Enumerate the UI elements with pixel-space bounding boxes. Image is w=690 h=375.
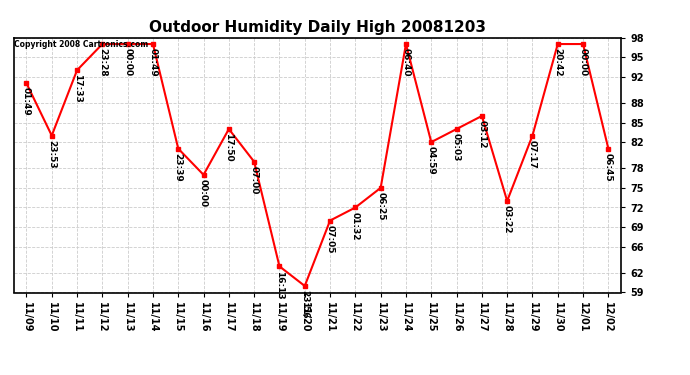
Text: 03:22: 03:22: [502, 205, 512, 234]
Text: 07:05: 07:05: [326, 225, 335, 253]
Text: 17:33: 17:33: [72, 74, 81, 103]
Text: 01:49: 01:49: [22, 87, 31, 116]
Text: 17:50: 17:50: [224, 133, 233, 162]
Text: 01:49: 01:49: [148, 48, 157, 77]
Text: 00:00: 00:00: [199, 179, 208, 207]
Text: 06:45: 06:45: [604, 153, 613, 182]
Text: 04:59: 04:59: [426, 146, 436, 175]
Text: 03:12: 03:12: [477, 120, 486, 148]
Text: 16:13: 16:13: [275, 270, 284, 299]
Text: 01:32: 01:32: [351, 211, 360, 240]
Text: 23:28: 23:28: [98, 48, 107, 77]
Text: 06:25: 06:25: [376, 192, 385, 220]
Text: 23:56: 23:56: [300, 290, 309, 319]
Text: 00:00: 00:00: [578, 48, 588, 76]
Text: 07:00: 07:00: [250, 166, 259, 194]
Title: Outdoor Humidity Daily High 20081203: Outdoor Humidity Daily High 20081203: [149, 20, 486, 35]
Text: 20:42: 20:42: [553, 48, 562, 77]
Text: Copyright 2008 Cartronics.com: Copyright 2008 Cartronics.com: [14, 40, 148, 49]
Text: 05:03: 05:03: [452, 133, 461, 162]
Text: 23:53: 23:53: [47, 140, 57, 168]
Text: 23:39: 23:39: [174, 153, 183, 182]
Text: 06:40: 06:40: [402, 48, 411, 77]
Text: 07:17: 07:17: [528, 140, 537, 168]
Text: 00:00: 00:00: [123, 48, 132, 76]
